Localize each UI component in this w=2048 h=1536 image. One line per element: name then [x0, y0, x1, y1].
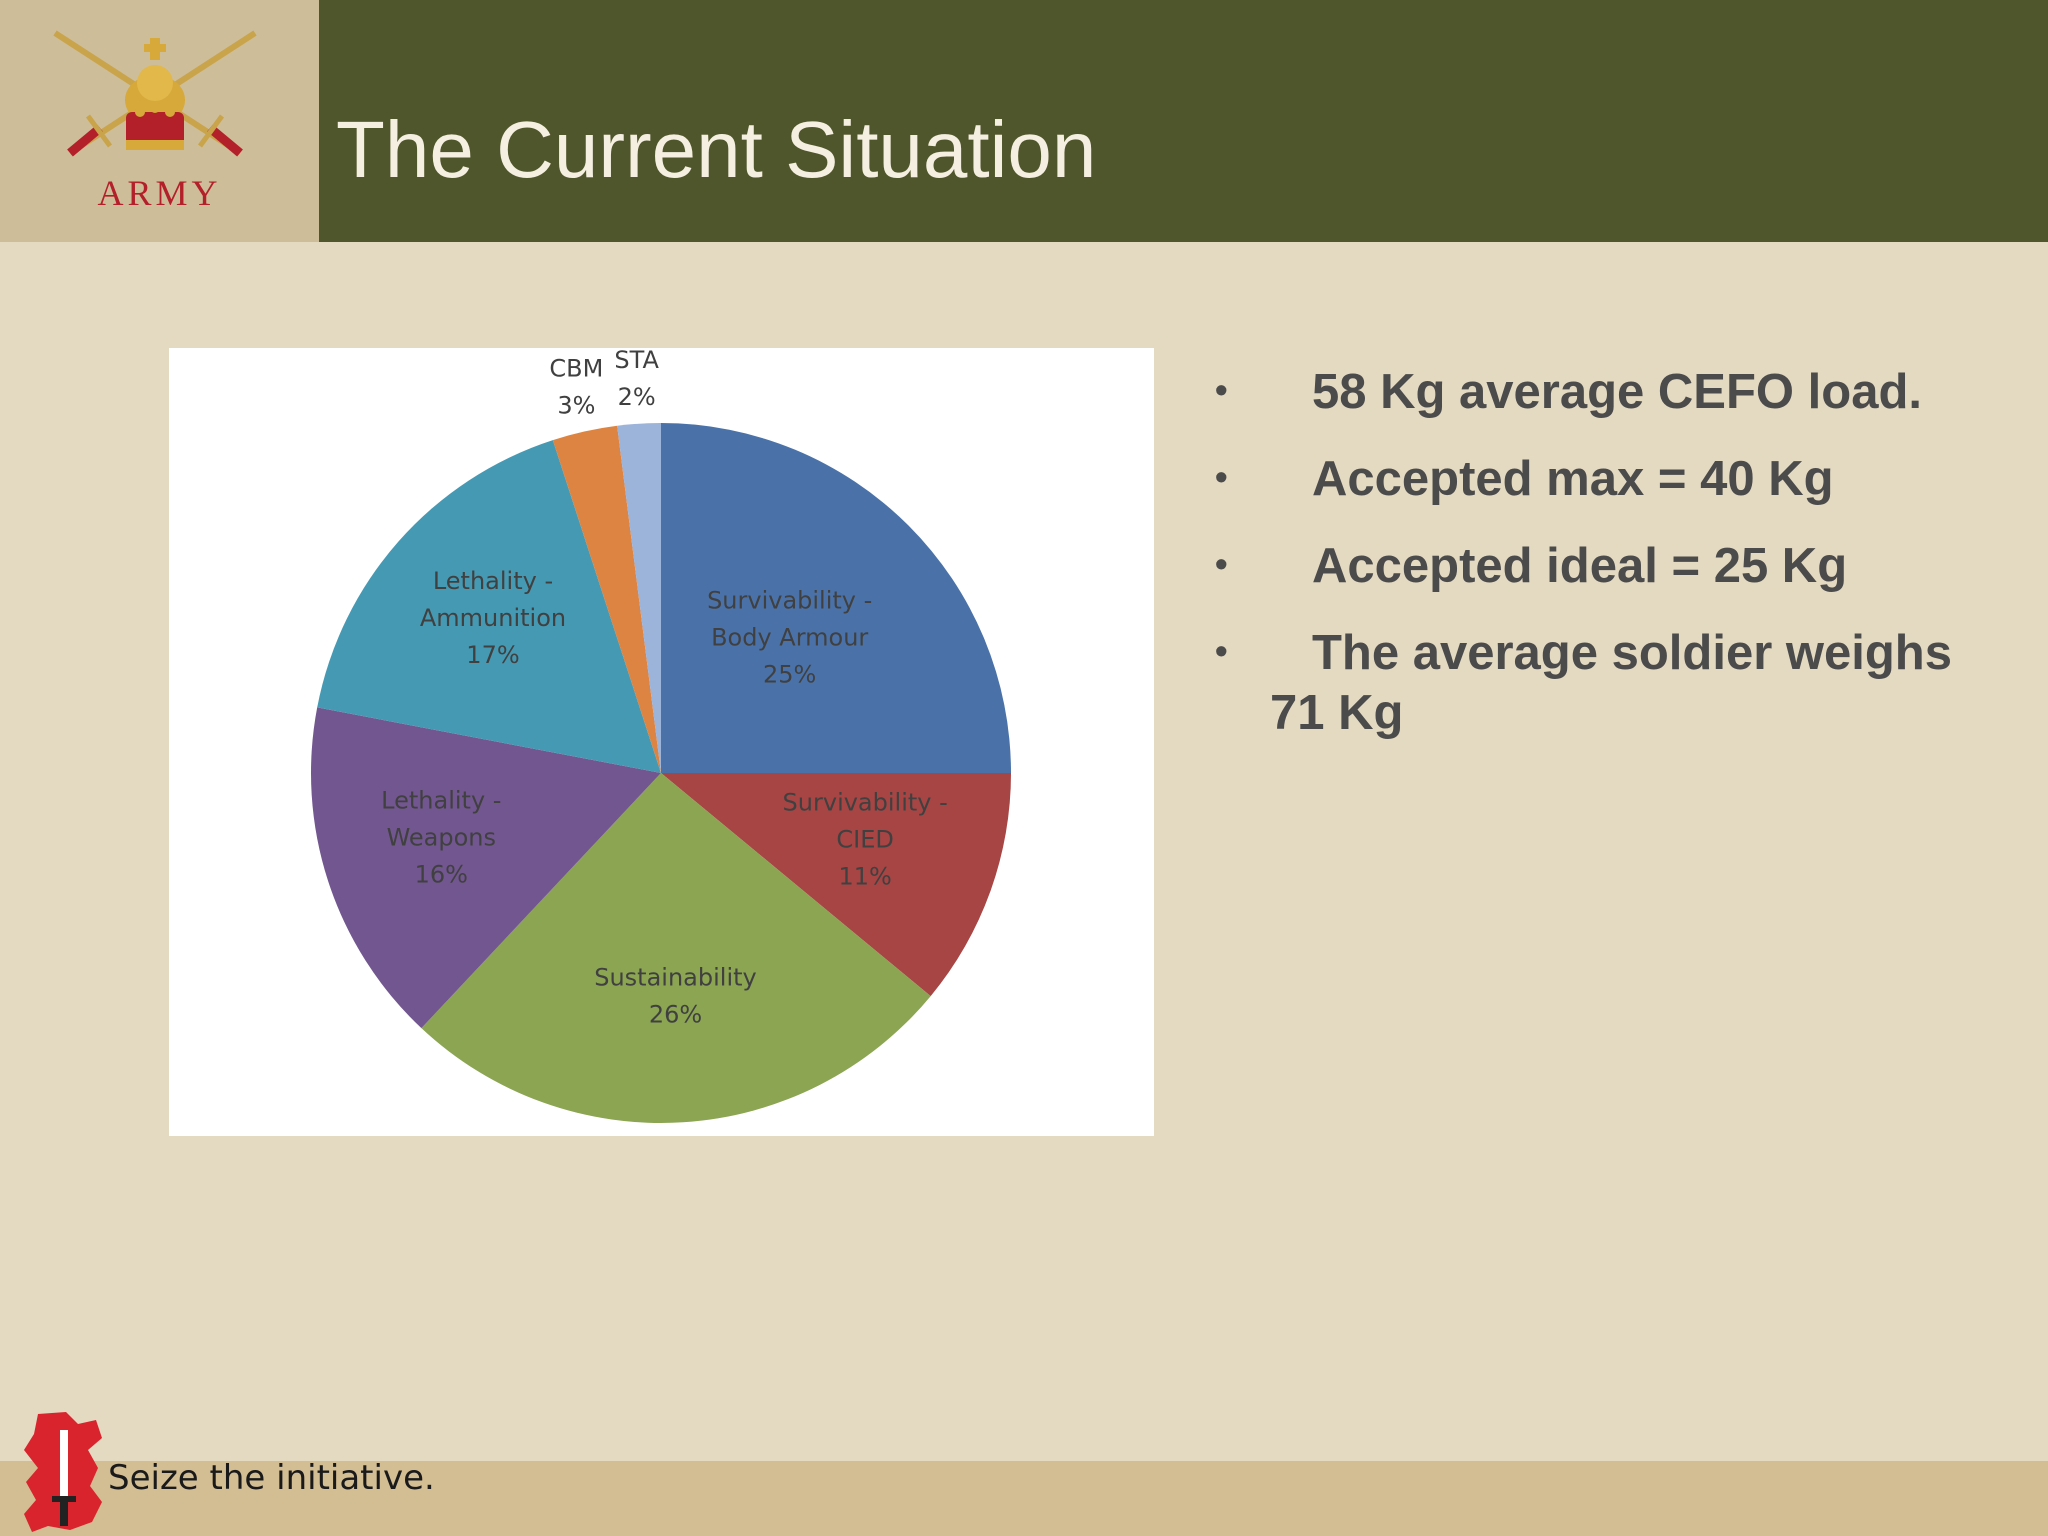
slice-name: Survivability -	[707, 586, 872, 614]
bullet-icon: •	[1215, 543, 1228, 584]
slice-name: CBM	[549, 354, 603, 382]
slice-percent: 3%	[557, 391, 595, 419]
slice-percent: 16%	[415, 860, 468, 888]
footer-slogan: Seize the initiative.	[108, 1458, 435, 1498]
wales-map-dagger-icon	[24, 1412, 102, 1532]
bullet-item: • 58 Kg average CEFO load.	[1215, 362, 2015, 422]
pie-chart-panel: Survivability -Body Armour 25% Survivabili…	[169, 348, 1154, 1136]
slice-name: Ammunition	[420, 604, 566, 632]
bullet-text: The average soldier weighs 71 Kg	[1270, 626, 1952, 740]
slice-name: Lethality -	[381, 786, 501, 814]
slice-percent: 2%	[618, 383, 656, 411]
bullet-text: Accepted ideal = 25 Kg	[1312, 539, 1848, 593]
bullet-item: • Accepted ideal = 25 Kg	[1215, 536, 2015, 596]
slice-label: Survivability - CIED 11%	[783, 789, 948, 891]
pie-slice	[661, 423, 1011, 773]
pie-slice	[311, 707, 661, 1029]
slice-name: Sustainability	[594, 964, 757, 992]
slice-percent: 17%	[466, 641, 519, 669]
bullet-text: 58 Kg average CEFO load.	[1312, 365, 1922, 419]
bullet-icon: •	[1215, 369, 1228, 410]
bullet-item: • Accepted max = 40 Kg	[1215, 449, 2015, 509]
slice-name: Survivability -	[783, 789, 948, 817]
slice-label: Sustainability 26%	[594, 964, 757, 1029]
slice-label: CBM 3%	[549, 354, 603, 419]
slice-name: Body Armour	[711, 623, 868, 651]
slice-percent: 11%	[838, 863, 891, 891]
slide-title: The Current Situation	[336, 105, 1097, 194]
pie-chart: Survivability -Body Armour 25%Survivabili…	[311, 348, 1011, 1123]
slice-label: Survivability - Body Armour 25%	[707, 586, 872, 688]
pie-slice	[552, 425, 661, 773]
slice-label: Lethality - Weapons 16%	[381, 786, 501, 888]
slice-name: STA	[614, 348, 659, 374]
bullet-item: • The average soldier weighs 71 Kg	[1215, 623, 2015, 743]
pie-slice	[617, 423, 661, 773]
slice-name: CIED	[836, 826, 893, 854]
bullet-icon: •	[1215, 630, 1228, 671]
slice-percent: 25%	[763, 660, 816, 688]
slice-label: STA 2%	[614, 348, 659, 411]
logo-text: ARMY	[97, 173, 222, 213]
slice-percent: 26%	[649, 1001, 702, 1029]
slice-name: Lethality -	[433, 567, 553, 595]
bullet-list: • 58 Kg average CEFO load. • Accepted max …	[1215, 362, 2015, 770]
army-crest-icon	[53, 30, 257, 157]
pie-slice	[661, 773, 1011, 997]
slice-label: Lethality - Ammunition 17%	[420, 567, 566, 669]
bullet-text: Accepted max = 40 Kg	[1312, 452, 1834, 506]
footer-bar	[0, 1461, 2048, 1536]
pie-slice	[421, 773, 931, 1123]
logo-panel: ARMY	[0, 0, 319, 242]
slice-name: Weapons	[387, 823, 496, 851]
bullet-icon: •	[1215, 456, 1228, 497]
pie-slice	[317, 440, 661, 773]
title-bar	[319, 0, 2048, 242]
